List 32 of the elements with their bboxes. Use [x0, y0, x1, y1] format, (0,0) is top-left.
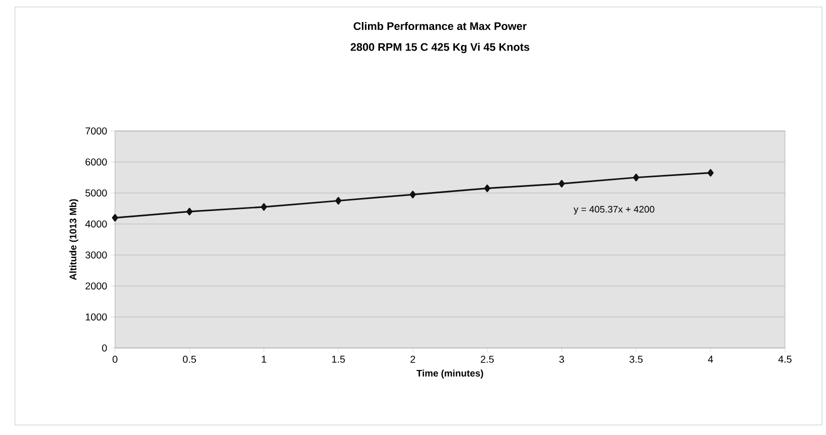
x-tick-label: 4: [708, 356, 714, 363]
y-tick-label: 3000: [85, 251, 107, 259]
y-tick-label: 5000: [85, 189, 107, 197]
x-tick-label: 4.5: [778, 356, 792, 363]
y-axis-title: Altitude (1013 Mb): [69, 199, 78, 280]
x-tick-label: 3.5: [630, 356, 643, 363]
chart-subtitle: 2800 RPM 15 C 425 Kg Vi 45 Knots: [350, 42, 530, 54]
point: [260, 203, 267, 211]
y-tick-label: 6000: [86, 158, 107, 166]
x-axis-title: Time (minutes): [416, 370, 484, 378]
chart-title: Climb Performance at Max Power: [354, 22, 527, 30]
point: [708, 169, 714, 177]
x-tick-label: 2: [410, 356, 416, 363]
y-tick-label: 4000: [85, 220, 107, 228]
point: [633, 174, 640, 182]
y-tick-label: 7000: [86, 127, 107, 135]
y-tick-label: 0: [102, 344, 107, 352]
x-tick-label: 1.5: [332, 356, 345, 363]
point: [186, 208, 192, 216]
annotation: y = 405.37x + 4200: [574, 206, 654, 214]
point: [484, 184, 490, 192]
x-tick-label: 2.5: [480, 356, 494, 363]
point: [558, 180, 565, 188]
x-tick-label: 3: [559, 356, 564, 363]
y-tick-label: 1000: [86, 313, 107, 321]
point: [112, 214, 118, 222]
point: [335, 196, 342, 205]
x-tick-label: 1: [262, 356, 266, 363]
point: [410, 190, 416, 198]
x-tick-label: 0: [112, 356, 118, 363]
x-tick-label: 0.5: [182, 356, 196, 363]
y-tick-label: 2000: [86, 282, 107, 290]
